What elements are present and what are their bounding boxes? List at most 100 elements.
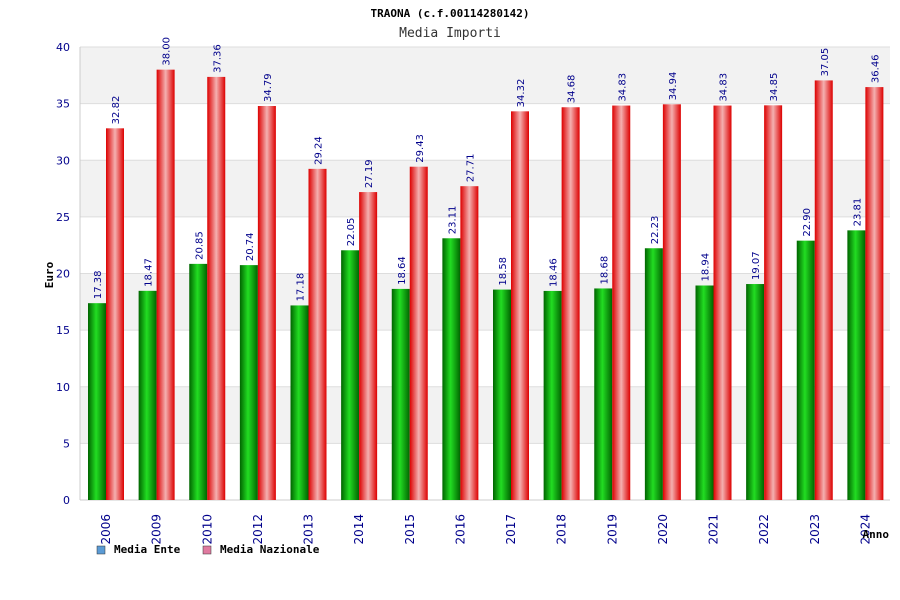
bar-media-nazionale bbox=[561, 107, 580, 501]
y-tick-label: 30 bbox=[56, 154, 70, 167]
chart-title: TRAONA (c.f.00114280142) bbox=[371, 7, 530, 20]
data-label-media-ente: 18.68 bbox=[599, 256, 610, 285]
bar-media-nazionale bbox=[612, 105, 631, 501]
data-label-media-nazionale: 37.36 bbox=[212, 44, 223, 73]
data-label-media-nazionale: 27.71 bbox=[465, 154, 476, 183]
bar-media-nazionale bbox=[359, 192, 378, 501]
y-tick-label: 15 bbox=[56, 324, 70, 337]
y-tick-label: 5 bbox=[63, 437, 70, 450]
bar-media-ente bbox=[543, 290, 562, 500]
data-label-media-ente: 19.07 bbox=[751, 251, 762, 280]
y-tick-label: 40 bbox=[56, 41, 70, 54]
data-label-media-nazionale: 38.00 bbox=[162, 37, 173, 66]
bar-media-nazionale bbox=[713, 105, 732, 501]
data-label-media-ente: 20.85 bbox=[194, 231, 205, 260]
x-tick-label: 2015 bbox=[403, 514, 417, 545]
y-tick-label: 0 bbox=[63, 494, 70, 507]
legend-label-media-ente: Media Ente bbox=[114, 543, 181, 556]
bar-media-nazionale bbox=[764, 105, 783, 500]
bar-media-nazionale bbox=[207, 76, 226, 500]
bar-media-ente bbox=[796, 240, 815, 500]
legend: Media Ente Media Nazionale bbox=[96, 543, 320, 556]
bar-media-ente bbox=[746, 284, 765, 500]
bar-media-nazionale bbox=[865, 87, 884, 500]
legend-swatch-media-nazionale bbox=[202, 545, 212, 555]
bar-media-ente bbox=[189, 263, 208, 500]
bar-media-nazionale bbox=[814, 80, 833, 500]
y-tick-label: 10 bbox=[56, 381, 70, 394]
data-label-media-nazionale: 34.83 bbox=[617, 73, 628, 102]
data-label-media-nazionale: 32.82 bbox=[111, 96, 122, 125]
data-label-media-ente: 17.18 bbox=[296, 273, 307, 302]
data-label-media-nazionale: 34.94 bbox=[668, 72, 679, 101]
y-tick-label: 20 bbox=[56, 268, 70, 281]
data-label-media-ente: 18.46 bbox=[549, 258, 560, 287]
bar-media-nazionale bbox=[460, 186, 479, 500]
x-tick-label: 2019 bbox=[605, 514, 619, 545]
bar-media-ente bbox=[493, 289, 511, 500]
bar-media-nazionale bbox=[308, 168, 327, 500]
legend-label-media-nazionale: Media Nazionale bbox=[220, 543, 320, 556]
bar-media-ente bbox=[442, 238, 461, 501]
x-tick-label: 2024 bbox=[858, 514, 872, 545]
bar-media-nazionale bbox=[409, 166, 428, 500]
bar-media-ente bbox=[290, 305, 309, 500]
data-label-media-nazionale: 29.43 bbox=[415, 134, 426, 163]
x-tick-label: 2020 bbox=[656, 514, 670, 545]
bar-media-nazionale bbox=[662, 104, 681, 500]
bar-media-ente bbox=[847, 230, 866, 500]
x-tick-label: 2016 bbox=[453, 514, 467, 545]
bar-media-ente bbox=[695, 285, 714, 500]
bar-media-ente bbox=[138, 290, 157, 500]
data-label-media-ente: 23.11 bbox=[447, 206, 458, 235]
bar-media-ente bbox=[239, 265, 258, 500]
bar-media-nazionale bbox=[106, 128, 124, 500]
data-label-media-ente: 18.47 bbox=[144, 258, 155, 287]
data-label-media-nazionale: 36.46 bbox=[870, 54, 881, 83]
data-label-media-ente: 22.90 bbox=[802, 208, 813, 237]
bar-media-nazionale bbox=[156, 69, 175, 501]
data-label-media-ente: 18.94 bbox=[701, 253, 712, 282]
y-axis-ticks: 0 5 10 15 20 25 30 35 40 bbox=[56, 41, 70, 507]
x-tick-label: 2006 bbox=[99, 514, 113, 545]
y-axis-label: Euro bbox=[43, 261, 56, 288]
x-tick-label: 2013 bbox=[302, 514, 316, 545]
x-tick-label: 2009 bbox=[150, 514, 164, 545]
x-tick-label: 2014 bbox=[352, 514, 366, 545]
data-label-media-ente: 20.74 bbox=[245, 232, 256, 261]
x-tick-label: 2021 bbox=[707, 514, 721, 545]
bar-media-ente bbox=[594, 288, 613, 500]
data-label-media-ente: 23.81 bbox=[852, 198, 863, 227]
data-label-media-ente: 18.64 bbox=[397, 256, 408, 285]
bars bbox=[88, 69, 884, 501]
x-tick-label: 2018 bbox=[555, 514, 569, 545]
data-label-media-nazionale: 37.05 bbox=[820, 48, 831, 77]
chart-subtitle: Media Importi bbox=[399, 26, 501, 41]
y-tick-label: 25 bbox=[56, 211, 70, 224]
data-label-media-nazionale: 34.83 bbox=[719, 73, 730, 102]
x-tick-label: 2010 bbox=[200, 514, 214, 545]
y-tick-label: 35 bbox=[56, 98, 70, 111]
bar-media-ente bbox=[341, 250, 360, 500]
x-axis-ticks: 2006 2009 2010 2012 2013 2014 2015 2016 2017 2018… bbox=[99, 514, 872, 545]
data-label-media-ente: 18.58 bbox=[498, 257, 509, 286]
data-label-media-ente: 22.23 bbox=[650, 216, 661, 245]
data-label-media-nazionale: 34.85 bbox=[769, 73, 780, 102]
bar-media-nazionale bbox=[257, 106, 276, 501]
bar-media-ente bbox=[644, 248, 663, 500]
x-tick-label: 2012 bbox=[251, 514, 265, 545]
x-axis-label: Anno bbox=[863, 528, 890, 541]
data-labels: 17.38 32.82 18.47 38.00 20.85 37.36 20.74 34.79… bbox=[93, 37, 881, 301]
x-tick-label: 2017 bbox=[504, 514, 518, 545]
bar-media-nazionale bbox=[511, 111, 529, 501]
data-label-media-nazionale: 34.32 bbox=[516, 79, 527, 108]
bar-media-ente bbox=[391, 288, 410, 500]
x-tick-label: 2022 bbox=[757, 514, 771, 545]
data-label-media-ente: 17.38 bbox=[93, 271, 104, 300]
data-label-media-nazionale: 34.79 bbox=[263, 73, 274, 102]
data-label-media-ente: 22.05 bbox=[346, 218, 357, 247]
x-tick-label: 2023 bbox=[808, 514, 822, 545]
bar-media-ente bbox=[88, 303, 106, 500]
data-label-media-nazionale: 27.19 bbox=[364, 159, 375, 188]
